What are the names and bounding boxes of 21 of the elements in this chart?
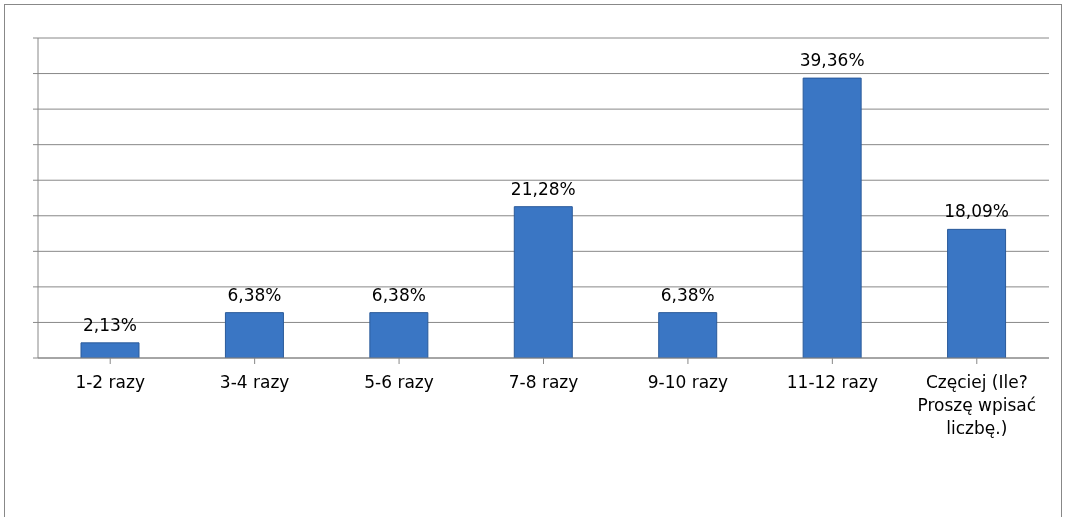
data-label: 2,13% bbox=[82, 314, 138, 335]
data-label: 6,38% bbox=[660, 284, 715, 305]
data-label: 6,38% bbox=[227, 284, 282, 305]
bar bbox=[802, 77, 862, 358]
x-tick-label: 11-12 razy bbox=[786, 372, 878, 392]
data-label: 6,38% bbox=[371, 284, 426, 305]
bar bbox=[658, 312, 718, 358]
data-label: 21,28% bbox=[510, 178, 576, 199]
x-tick-label: 1-2 razy bbox=[75, 372, 145, 392]
x-tick-label: Częciej (Ile? Proszę wpisać liczbę.) bbox=[917, 372, 1037, 438]
x-tick-label: 3-4 razy bbox=[219, 372, 290, 392]
x-tick-label: 7-8 razy bbox=[508, 372, 579, 392]
bar bbox=[224, 312, 284, 358]
bar bbox=[513, 206, 573, 358]
x-tick-label: 9-10 razy bbox=[647, 372, 729, 392]
bar bbox=[369, 312, 429, 358]
x-tick-label: 5-6 razy bbox=[364, 372, 434, 392]
data-label: 39,36% bbox=[799, 50, 865, 71]
bar bbox=[947, 228, 1007, 358]
data-label: 18,09% bbox=[944, 201, 1009, 222]
bar bbox=[80, 342, 140, 358]
